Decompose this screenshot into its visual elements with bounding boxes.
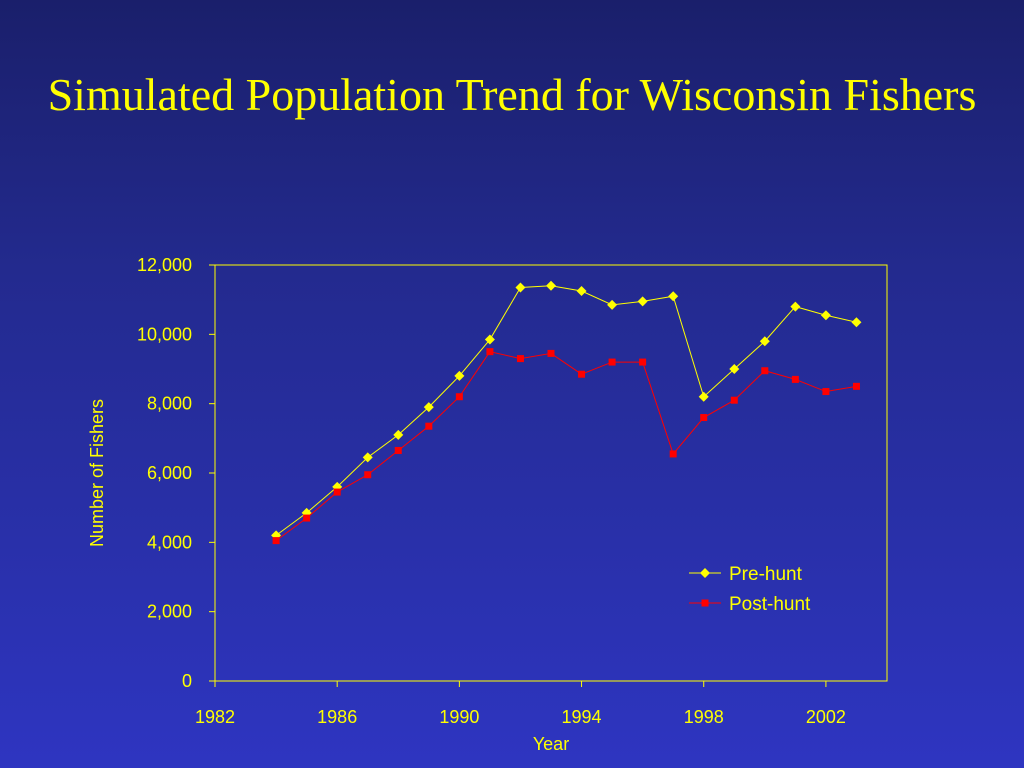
- post-hunt-point: [578, 370, 586, 378]
- post-hunt-point: [547, 349, 555, 357]
- post-hunt-point: [394, 446, 402, 454]
- post-hunt-point: [486, 348, 494, 356]
- x-axis-label: Year: [533, 734, 569, 754]
- x-axis-ticks: 1982 1986 1990 1994 1998 2002: [195, 681, 846, 727]
- post-hunt-point: [425, 422, 433, 430]
- pre-hunt-point: [668, 291, 679, 302]
- x-tick-label: 1990: [439, 707, 479, 727]
- post-hunt-point: [730, 396, 738, 404]
- post-hunt-point: [364, 471, 372, 479]
- legend-item-post-hunt: Post-hunt: [689, 594, 811, 615]
- y-tick-label: 10,000: [137, 324, 192, 344]
- legend-marker: [700, 568, 710, 578]
- post-hunt-point: [333, 488, 341, 496]
- pre-hunt-point: [729, 364, 740, 374]
- pre-hunt-line: [275, 285, 857, 536]
- y-tick-label: 6,000: [147, 463, 192, 483]
- pre-hunt-point: [759, 336, 770, 347]
- pre-hunt-point: [423, 402, 434, 413]
- pre-hunt-point: [576, 286, 587, 296]
- pre-hunt-point: [820, 310, 831, 321]
- pre-hunt-point: [698, 391, 709, 402]
- pre-hunt-point: [362, 452, 373, 463]
- post-hunt-point: [669, 450, 677, 458]
- pre-hunt-point: [454, 370, 465, 381]
- series-layer: [271, 280, 862, 545]
- x-tick-label: 2002: [806, 707, 846, 727]
- legend-marker: [701, 599, 709, 607]
- post-hunt-point: [639, 358, 647, 366]
- series-pre-hunt: [271, 280, 862, 541]
- y-tick-label: 2,000: [147, 602, 192, 622]
- legend-item-pre-hunt: Pre-hunt: [689, 564, 803, 585]
- pre-hunt-point: [515, 282, 526, 293]
- post-hunt-point: [608, 358, 616, 366]
- post-hunt-point: [852, 382, 860, 390]
- y-tick-label: 8,000: [147, 394, 192, 414]
- pre-hunt-point: [790, 301, 801, 312]
- y-tick-label: 4,000: [147, 532, 192, 552]
- plot-area-frame: [214, 264, 888, 682]
- pre-hunt-point: [637, 296, 648, 307]
- y-axis-label: Number of Fishers: [87, 399, 107, 547]
- post-hunt-point: [761, 367, 769, 375]
- legend-label: Post-hunt: [729, 594, 811, 615]
- post-hunt-point: [822, 388, 830, 396]
- legend-label: Pre-hunt: [729, 564, 803, 585]
- pre-hunt-point: [607, 299, 618, 310]
- x-tick-label: 1994: [562, 707, 602, 727]
- post-hunt-point: [272, 537, 280, 545]
- pre-hunt-point: [851, 317, 862, 328]
- post-hunt-line: [275, 351, 857, 542]
- y-tick-label: 12,000: [137, 255, 192, 275]
- legend: Pre-hunt Post-hunt: [689, 564, 811, 615]
- post-hunt-point: [455, 393, 463, 401]
- pre-hunt-point: [484, 334, 495, 345]
- pre-hunt-point: [546, 280, 556, 291]
- post-hunt-point: [516, 355, 524, 363]
- y-axis-ticks: 0 2,000 4,000 6,000 8,000 10,000 12,000: [137, 255, 215, 691]
- post-hunt-point: [700, 414, 708, 422]
- pre-hunt-point: [393, 429, 404, 440]
- post-hunt-point: [791, 375, 799, 383]
- x-tick-label: 1998: [684, 707, 724, 727]
- slide-title: Simulated Population Trend for Wisconsin…: [47, 69, 977, 120]
- y-tick-label: 0: [182, 671, 192, 691]
- post-hunt-point: [303, 514, 311, 522]
- series-post-hunt: [272, 348, 860, 545]
- x-tick-label: 1982: [195, 707, 235, 727]
- x-tick-label: 1986: [317, 707, 357, 727]
